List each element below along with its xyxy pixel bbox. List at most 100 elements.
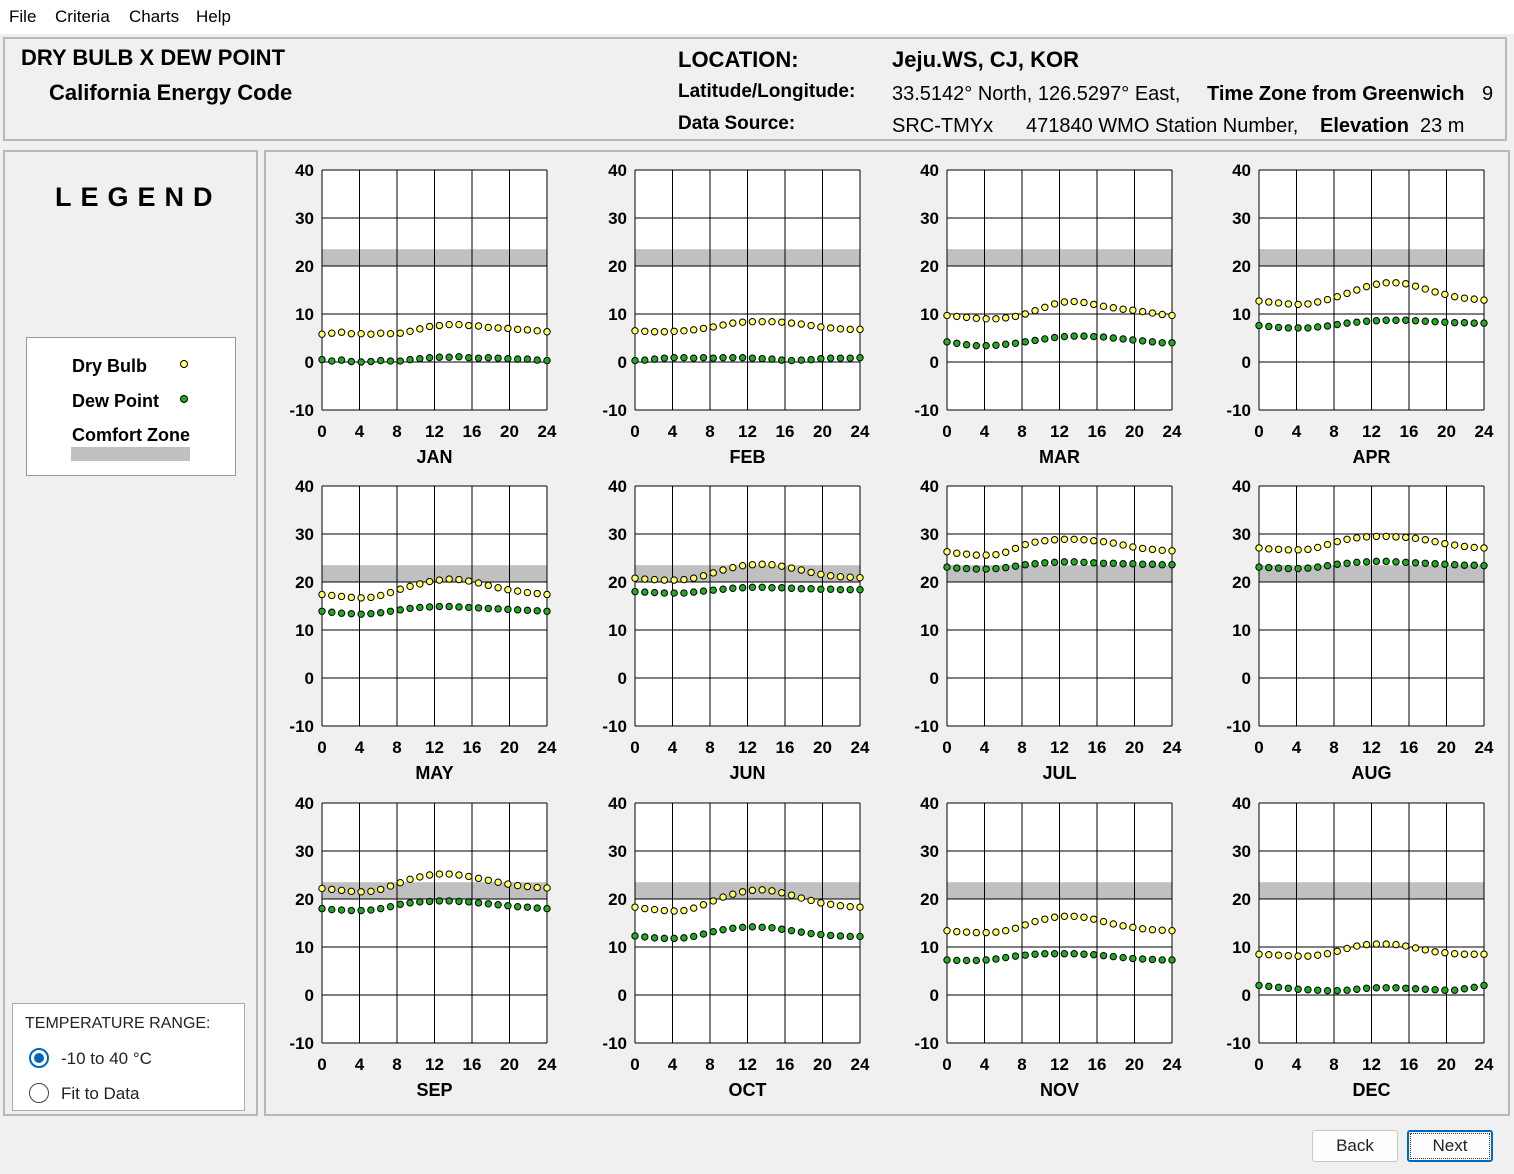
dew-point-point-nov: [1148, 955, 1157, 964]
dry-bulb-point-jun: [836, 573, 845, 581]
dry-bulb-point-apr: [1323, 295, 1332, 304]
dry-bulb-point-jan: [376, 329, 385, 337]
menu-help[interactable]: Help: [196, 7, 231, 26]
dew-point-point-nov: [1129, 954, 1137, 963]
dry-bulb-point-dec: [1353, 942, 1361, 950]
dry-bulb-point-sep: [494, 878, 502, 886]
dew-point-point-jan: [435, 353, 444, 361]
dry-bulb-point-sep: [318, 884, 326, 893]
dew-point-point-jan: [357, 358, 365, 366]
range-fixed-radio[interactable]: [29, 1048, 49, 1068]
dew-point-point-aug: [1480, 561, 1488, 570]
dew-point-point-jan: [367, 357, 375, 366]
dew-point-point-jan: [318, 355, 326, 364]
next-button[interactable]: Next: [1407, 1130, 1493, 1162]
dew-point-point-apr: [1460, 318, 1469, 327]
dew-point-point-dec: [1265, 982, 1273, 991]
dry-bulb-point-jan: [425, 322, 434, 331]
menu-criteria[interactable]: Criteria: [55, 7, 110, 26]
dew-point-point-feb: [826, 354, 835, 362]
dew-point-point-oct: [787, 926, 796, 935]
dry-bulb-point-mar: [1099, 302, 1108, 311]
y-tick-label-oct: -10: [602, 1034, 627, 1053]
dew-point-point-apr: [1313, 323, 1322, 331]
dew-point-point-jul: [1109, 559, 1118, 567]
x-tick-label-apr: 16: [1400, 422, 1419, 441]
elevation-label: Elevation: [1320, 115, 1409, 137]
dew-point-point-dec: [1333, 986, 1341, 995]
dew-point-point-aug: [1411, 559, 1420, 567]
dry-bulb-point-may: [445, 575, 453, 583]
dew-point-point-nov: [1060, 950, 1069, 958]
x-tick-label-sep: 8: [392, 1055, 401, 1074]
menu-file[interactable]: File: [9, 7, 37, 26]
dry-bulb-point-sep: [543, 884, 551, 892]
range-fit-label[interactable]: Fit to Data: [61, 1084, 140, 1103]
dry-bulb-point-mar: [1060, 298, 1069, 306]
dry-bulb-point-oct: [719, 893, 727, 901]
range-fit-radio[interactable]: [29, 1083, 49, 1103]
y-tick-label-mar: 10: [920, 305, 939, 324]
dry-bulb-point-dec: [1343, 944, 1351, 953]
dew-point-point-nov: [1109, 952, 1118, 961]
dry-bulb-point-sep: [513, 881, 522, 890]
dry-bulb-point-jan: [337, 328, 346, 336]
dew-point-point-dec: [1284, 984, 1293, 992]
dew-point-point-sep: [347, 906, 356, 915]
range-fixed-label[interactable]: -10 to 40 °C: [61, 1049, 152, 1068]
dry-bulb-point-mar: [1148, 309, 1157, 317]
x-tick-label-jan: 0: [317, 422, 326, 441]
x-tick-label-jun: 8: [705, 738, 714, 757]
x-tick-label-oct: 4: [668, 1055, 678, 1074]
dew-point-point-apr: [1304, 324, 1312, 332]
dry-bulb-point-apr: [1460, 294, 1469, 302]
dry-bulb-point-nov: [962, 928, 971, 936]
dew-point-point-sep: [367, 906, 375, 914]
y-tick-label-jun: 0: [618, 669, 627, 688]
timezone-value: 9: [1482, 83, 1494, 105]
dew-point-point-sep: [484, 900, 493, 908]
dew-point-point-jun: [826, 585, 835, 593]
dry-bulb-point-jan: [445, 320, 453, 329]
dry-bulb-point-jun: [729, 563, 737, 572]
dew-point-point-jun: [699, 587, 708, 595]
dry-bulb-point-aug: [1274, 545, 1283, 554]
dry-bulb-point-feb: [660, 328, 669, 336]
dew-point-point-sep: [406, 899, 414, 907]
menu-charts[interactable]: Charts: [129, 7, 180, 26]
dew-point-point-dec: [1382, 984, 1390, 992]
month-label-nov: NOV: [1040, 1080, 1079, 1100]
dew-point-point-jun: [631, 587, 639, 596]
dry-bulb-point-sep: [328, 885, 336, 894]
dew-point-point-sep: [425, 897, 434, 906]
x-tick-label-jan: 8: [392, 422, 401, 441]
dry-bulb-point-aug: [1411, 534, 1420, 543]
temperature-range-title: TEMPERATURE RANGE:: [25, 1015, 211, 1032]
y-tick-label-nov: -10: [914, 1034, 939, 1053]
dew-point-point-nov: [972, 956, 981, 965]
dew-point-point-dec: [1402, 984, 1410, 992]
dew-point-point-mar: [1168, 339, 1176, 347]
back-button[interactable]: Back: [1312, 1130, 1398, 1162]
dry-bulb-point-aug: [1431, 537, 1439, 546]
dry-bulb-point-apr: [1372, 280, 1381, 288]
dry-bulb-point-sep: [337, 886, 346, 895]
dry-bulb-point-oct: [738, 888, 747, 896]
dry-bulb-point-sep: [484, 876, 493, 884]
x-tick-label-oct: 20: [813, 1055, 832, 1074]
dew-point-point-aug: [1294, 564, 1302, 573]
dry-bulb-point-may: [357, 594, 365, 602]
dry-bulb-point-may: [416, 580, 424, 588]
dew-point-point-aug: [1265, 563, 1273, 572]
dew-point-point-mar: [1138, 337, 1147, 345]
dry-bulb-point-aug: [1441, 539, 1449, 548]
dew-point-point-jun: [748, 583, 757, 591]
dry-bulb-point-apr: [1294, 300, 1302, 309]
y-tick-label-feb: 0: [618, 353, 627, 372]
dew-point-point-nov: [1080, 950, 1088, 958]
y-tick-label-jul: 10: [920, 621, 939, 640]
dew-point-point-aug: [1450, 561, 1459, 569]
dew-point-point-sep: [445, 897, 453, 905]
